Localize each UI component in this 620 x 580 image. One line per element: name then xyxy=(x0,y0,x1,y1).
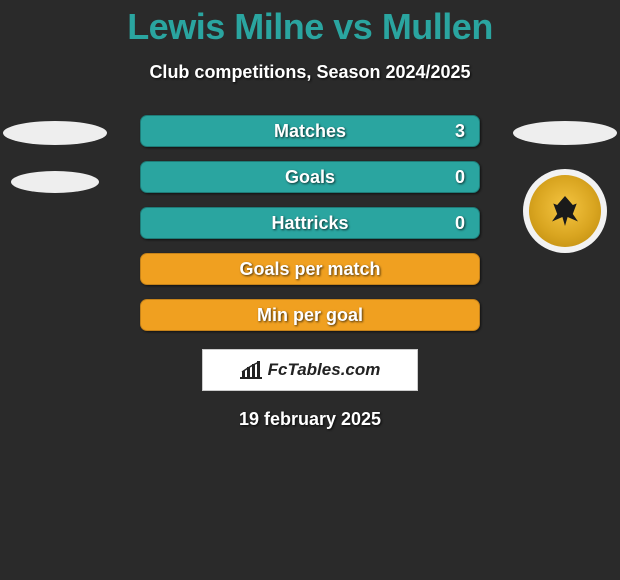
bar-value: 3 xyxy=(455,121,465,142)
title-vs: vs xyxy=(333,6,372,47)
crest-icon xyxy=(529,175,601,247)
left-badge-column xyxy=(0,115,110,193)
title: Lewis Milne vs Mullen xyxy=(0,0,620,48)
brand-box: FcTables.com xyxy=(202,349,418,391)
brand-text: FcTables.com xyxy=(268,360,381,380)
right-badge-column xyxy=(510,115,620,253)
bar-label: Matches xyxy=(274,121,346,142)
bar-label: Goals per match xyxy=(239,259,380,280)
content-area: Matches 3 Goals 0 Hattricks 0 Goals per … xyxy=(0,115,620,430)
bar-hattricks: Hattricks 0 xyxy=(140,207,480,239)
left-pill-1 xyxy=(3,121,107,145)
right-pill-1 xyxy=(513,121,617,145)
bar-label: Min per goal xyxy=(257,305,363,326)
date-text: 19 february 2025 xyxy=(0,409,620,430)
bar-min-per-goal: Min per goal xyxy=(140,299,480,331)
bar-goals-per-match: Goals per match xyxy=(140,253,480,285)
bar-chart-icon xyxy=(240,361,262,379)
left-pill-2 xyxy=(11,171,99,193)
subtitle: Club competitions, Season 2024/2025 xyxy=(0,62,620,83)
bar-label: Hattricks xyxy=(271,213,348,234)
bar-value: 0 xyxy=(455,167,465,188)
title-player1: Lewis Milne xyxy=(127,6,324,47)
comparison-bars: Matches 3 Goals 0 Hattricks 0 Goals per … xyxy=(140,115,480,331)
bar-goals: Goals 0 xyxy=(140,161,480,193)
title-player2: Mullen xyxy=(382,6,493,47)
bar-value: 0 xyxy=(455,213,465,234)
bar-label: Goals xyxy=(285,167,335,188)
right-club-crest xyxy=(523,169,607,253)
bar-matches: Matches 3 xyxy=(140,115,480,147)
